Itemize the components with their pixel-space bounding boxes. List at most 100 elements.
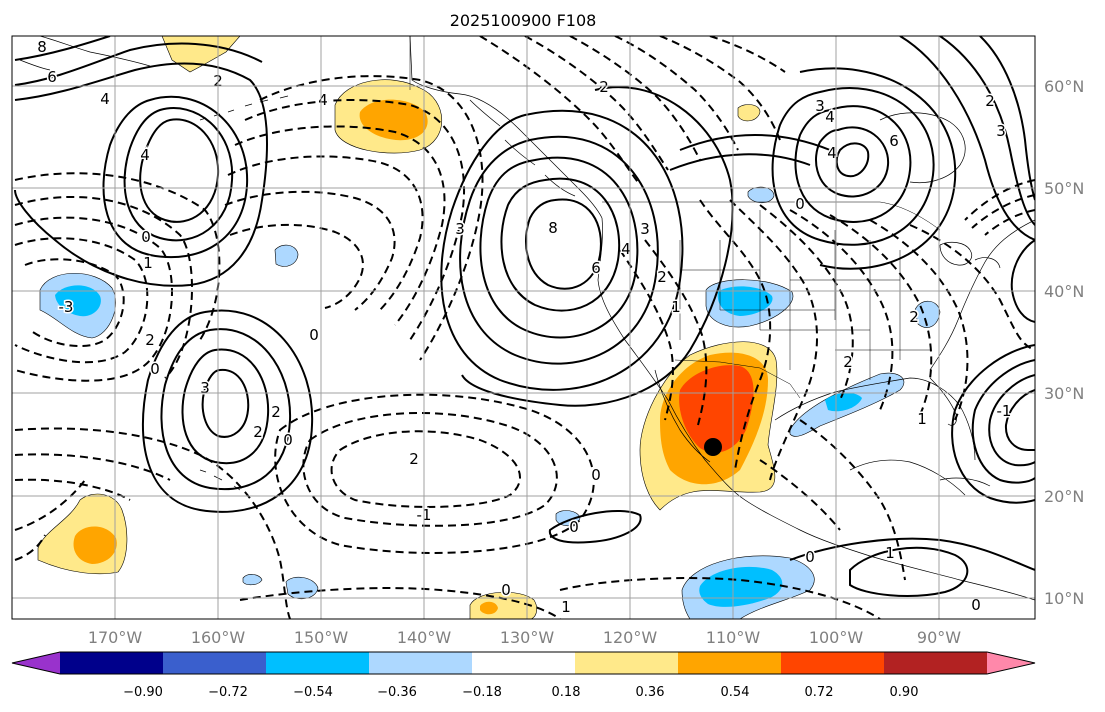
contour-label: 6 [47,68,57,86]
contour-high-ne [835,142,870,178]
contour-low-west [24,258,125,347]
contour-label: 4 [140,146,150,164]
lon-label: 140°W [397,628,452,647]
lon-labels: 170°W 160°W 150°W 140°W 130°W 120°W 110°… [88,628,961,647]
lon-label: 130°W [500,628,555,647]
lat-label: 30°N [1044,384,1084,403]
shade-negative-small-5 [242,574,263,586]
coastline-alaska [409,36,603,219]
shaded-anomalies [37,36,941,619]
contour-label: 0 [283,431,293,449]
dashed-contours [14,36,1035,619]
colorbar-segment [575,652,679,674]
contour-label: 1 [917,410,927,428]
solid-contours [14,36,1035,597]
colorbar-segment [369,652,473,674]
colorbar-segment [884,652,988,674]
lon-label: 120°W [603,628,658,647]
contour-label: 0 [501,581,511,599]
contour-label: 2 [909,308,919,326]
contour-label: 0 [805,548,815,566]
contour-label: 1 [671,298,681,316]
contour-label: 3 [640,220,650,238]
colorbar-segment [163,652,267,674]
lon-label: 170°W [88,628,143,647]
shade-negative-pacific-south-core [699,566,783,607]
contour-label: 0 [309,326,319,344]
colorbar-outline [11,651,1036,675]
colorbar-tick-label: 0.54 [721,685,750,700]
contour-label: 6 [889,132,899,150]
contour-label: 0 [150,360,160,378]
contour-label: 0 [591,466,601,484]
coastline-great-lakes [939,241,1001,269]
shade-negative-southwest-us-core [717,286,773,316]
colorbar-tick-label: 0.72 [805,685,834,700]
colorbar-labels: −0.90 −0.72 −0.54 −0.36 −0.18 0.18 0.36 … [123,685,918,700]
contour-label: 4 [825,108,835,126]
state-borders [409,36,941,399]
colorbar-segment [60,652,164,674]
contour-label: 2 [145,331,155,349]
shade-negative-small-2 [747,186,775,204]
shade-positive-gulf-alaska-core [359,99,428,141]
contour-label: 3 [996,122,1006,140]
colorbar-segment [781,652,885,674]
colorbar [11,651,1036,675]
coastline-aleutians [199,95,289,121]
shade-negative-small-1 [274,244,299,267]
shade-negative-west-core [55,285,101,317]
contour-low-pacific [259,75,484,361]
contour-label: 0 [971,596,981,614]
coastline-gulf [774,377,976,461]
location-marker [704,438,722,456]
contour-label: 2 [843,353,853,371]
shade-positive-south-core [480,601,498,615]
shade-negative-gulf-core [825,392,862,412]
contour-high-south [849,546,969,597]
lat-label: 20°N [1044,487,1084,506]
contour-high-east-gulf [971,359,1035,484]
colorbar-tick-label: −0.90 [123,685,163,700]
lon-label: 110°W [706,628,761,647]
border-us-canada [602,201,941,231]
colorbar-tick-label: −0.72 [208,685,248,700]
border-us-mexico [674,359,801,399]
contour-high-ne-pacific [525,198,602,290]
contour-label: 1 [885,544,895,562]
contour-label: 3 [455,220,465,238]
colorbar-tick-label: −0.54 [293,685,333,700]
contour-label: 4 [318,91,328,109]
contour-label: 2 [271,403,281,421]
contour-label: 8 [548,219,558,237]
shade-positive-mexico-core [679,365,754,453]
contour-label: 8 [37,38,47,56]
contour-label: 2 [599,78,609,96]
contour-label: 2 [985,92,995,110]
coastline-baja [654,369,711,463]
lat-label: 10°N [1044,589,1084,608]
colorbar-segment [678,652,782,674]
lat-label: 40°N [1044,282,1084,301]
lon-label: 100°W [809,628,864,647]
map-title: 2025100900 F108 [450,11,597,30]
lon-label: 90°W [917,628,961,647]
contour-label: 6 [591,259,601,277]
contour-high-west [139,118,220,223]
contour-label: 2 [409,450,419,468]
coastline-us-west [597,217,746,501]
contour-label: 2 [657,268,667,286]
contour-low-subtropic [330,430,521,508]
contour-label: 3 [200,379,210,397]
map-frame [11,35,1036,620]
colorbar-tick-label: −0.36 [377,685,417,700]
contour-label: 4 [621,240,631,258]
colorbar-tick-label: −0.18 [462,685,502,700]
contour-label: 0 [569,518,579,536]
contour-label: 3 [815,97,825,115]
colorbar-tick-label: 0.36 [636,685,665,700]
border-state-lines [679,210,930,380]
contour-label: 1 [143,254,153,272]
coastline-russia [19,36,151,71]
